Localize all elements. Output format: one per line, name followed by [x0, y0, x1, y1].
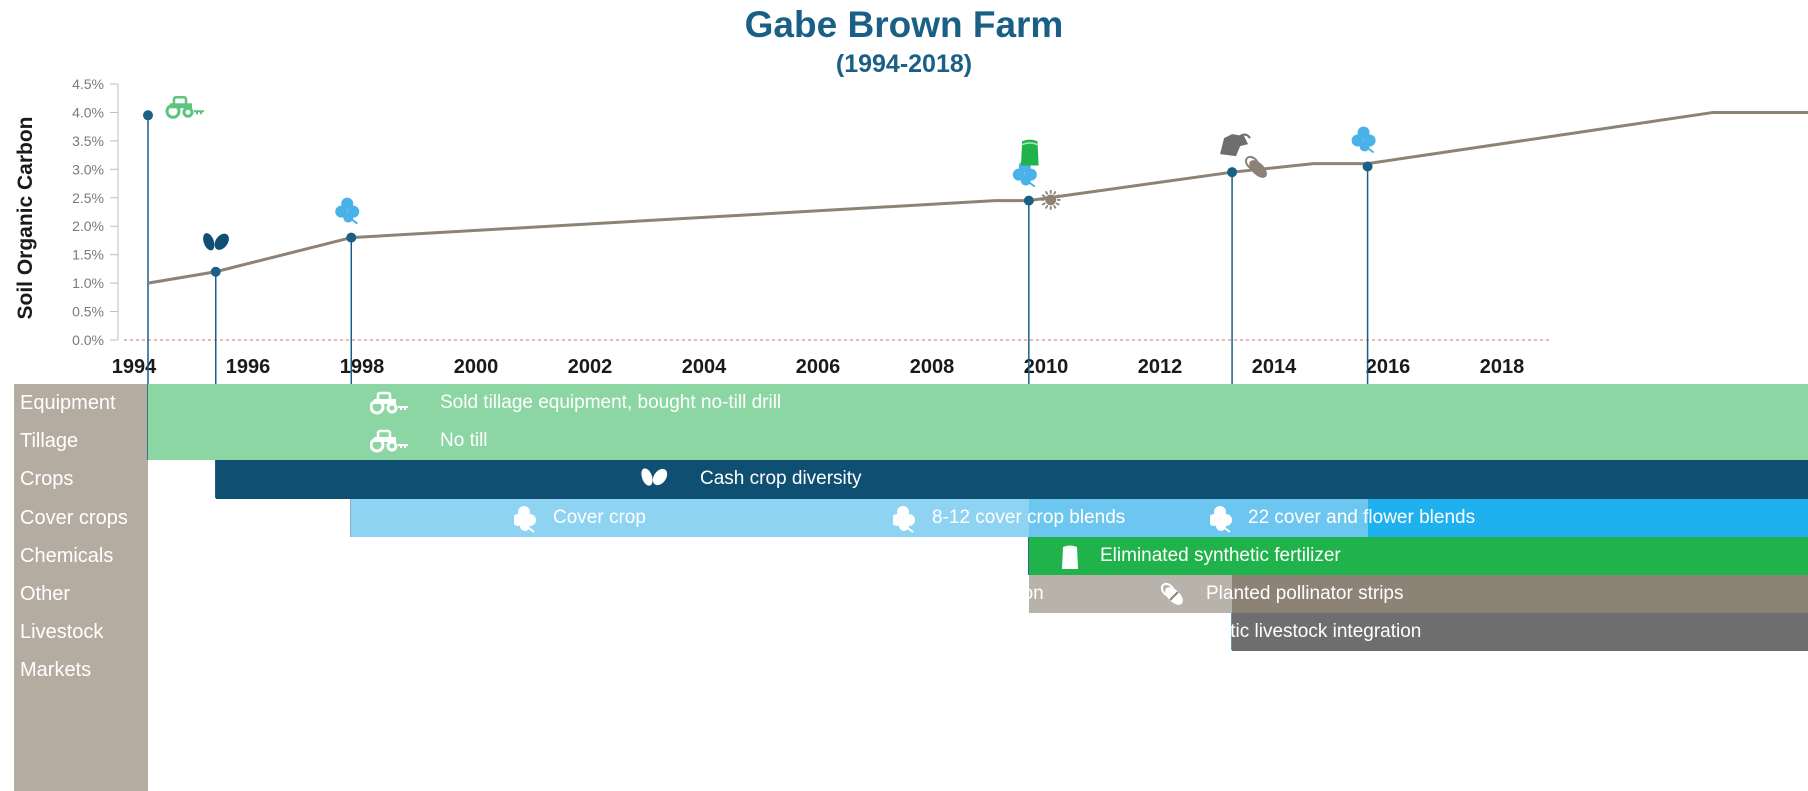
sun-icon: [888, 582, 910, 604]
y-tick-label: 0.0%: [72, 332, 104, 348]
timeline-bar-label: Extend season: [918, 583, 1044, 604]
fertilizer-bag-icon: [1021, 139, 1039, 166]
tractor-icon: [370, 391, 408, 415]
timeline-bar: [148, 384, 1808, 423]
timeline-bar-label: Sold tillage equipment, bought no-till d…: [440, 392, 782, 413]
cow-icon: [1220, 133, 1251, 157]
timeline-bar-label: Eliminated synthetic fertilizer: [1100, 544, 1341, 566]
timeline-bar: [351, 498, 1029, 537]
row-label: Other: [20, 583, 71, 605]
fertilizer-bag-icon: [1062, 545, 1078, 569]
y-tick-label: 2.5%: [72, 190, 104, 206]
x-tick-label: 2016: [1366, 356, 1411, 378]
row-label: Chemicals: [20, 544, 114, 567]
timeline-bar: [1028, 536, 1808, 575]
tractor-icon: [165, 96, 204, 119]
clover-icon: [1210, 505, 1232, 533]
timeline-bar-label: 22 cover and flower blends: [1248, 506, 1476, 528]
x-tick-label: 1996: [226, 356, 271, 378]
bee-icon: [1244, 155, 1267, 178]
event-marker-dot: [1023, 195, 1034, 206]
event-marker-dot: [210, 266, 221, 277]
y-tick-label: 2.0%: [72, 218, 104, 234]
timeline-bar: [1232, 613, 1808, 652]
timeline-bar: [215, 460, 1808, 499]
x-tick-label: 2018: [1480, 356, 1525, 378]
clover-icon: [335, 197, 360, 225]
x-tick-label: 2010: [1024, 356, 1069, 378]
y-tick-label: 3.5%: [72, 133, 104, 149]
seeds-icon: [641, 468, 668, 487]
clover-icon: [893, 505, 915, 533]
timeline-bar: [1232, 575, 1808, 614]
timeline-bar: [148, 422, 1808, 461]
seeds-icon: [203, 233, 229, 251]
clover-icon: [1210, 505, 1232, 533]
event-marker-dot: [1227, 167, 1238, 178]
x-tick-label: 2004: [682, 356, 727, 378]
sun-icon: [888, 582, 910, 604]
bee-icon: [1160, 582, 1183, 605]
x-tick-label: 2014: [1252, 356, 1297, 378]
row-label: Crops: [20, 468, 74, 491]
y-tick-label: 0.5%: [72, 304, 104, 320]
row-label: Tillage: [20, 430, 79, 453]
timeline-bar-label: Holistic livestock integration: [1188, 621, 1422, 643]
row-label: Cover crops: [20, 506, 128, 529]
x-tick-label: 1994: [112, 356, 157, 378]
clover-icon: [1351, 126, 1376, 154]
y-axis-label: Soil Organic Carbon: [14, 116, 37, 319]
fertilizer-bag-icon: [1062, 545, 1078, 569]
cow-icon: [1139, 621, 1170, 645]
timeline-bar: [1028, 575, 1233, 614]
row-label: Equipment: [20, 392, 116, 414]
clover-icon: [514, 505, 536, 533]
row-label: Livestock: [20, 621, 104, 644]
timeline-bar-label: Cover crop: [553, 506, 646, 528]
timeline-bar-label: Cash crop diversity: [700, 468, 862, 490]
event-marker-dot: [143, 110, 153, 121]
timeline-bar-label: 8-12 cover crop blends: [932, 506, 1126, 528]
timeline-bar-label: Planted pollinator strips: [1206, 583, 1404, 604]
y-tick-label: 3.0%: [72, 161, 104, 177]
row-label: Markets: [20, 659, 92, 682]
tractor-icon: [370, 429, 408, 453]
x-tick-label: 1998: [340, 356, 385, 378]
y-tick-label: 1.0%: [72, 275, 104, 291]
tractor-icon: [370, 391, 408, 415]
x-tick-label: 2002: [568, 356, 613, 378]
y-tick-label: 4.5%: [72, 76, 104, 92]
cow-icon: [1139, 621, 1170, 645]
soil-carbon-line: [147, 110, 1808, 285]
row-label-column: [14, 384, 148, 791]
timeline-bar-label: No till: [440, 430, 488, 452]
clover-icon: [1012, 160, 1037, 188]
bee-icon: [1160, 582, 1183, 605]
tractor-icon: [370, 429, 408, 453]
x-tick-label: 2000: [454, 356, 499, 378]
x-tick-label: 2012: [1138, 356, 1183, 378]
timeline-bar: [1367, 498, 1808, 537]
x-tick-label: 2006: [796, 356, 841, 378]
x-tick-label: 2008: [910, 356, 955, 378]
clover-icon: [893, 505, 915, 533]
timeline-bar: [1028, 498, 1368, 537]
chart-subtitle: (1994-2018): [835, 50, 973, 78]
sun-icon: [1040, 190, 1061, 210]
y-tick-label: 1.5%: [72, 247, 104, 263]
seeds-icon: [641, 468, 668, 487]
event-marker-dot: [346, 232, 357, 243]
chart-title: Gabe Brown Farm: [744, 4, 1064, 45]
event-marker-dot: [1362, 161, 1373, 172]
clover-icon: [514, 505, 536, 533]
y-tick-label: 4.0%: [72, 104, 104, 120]
